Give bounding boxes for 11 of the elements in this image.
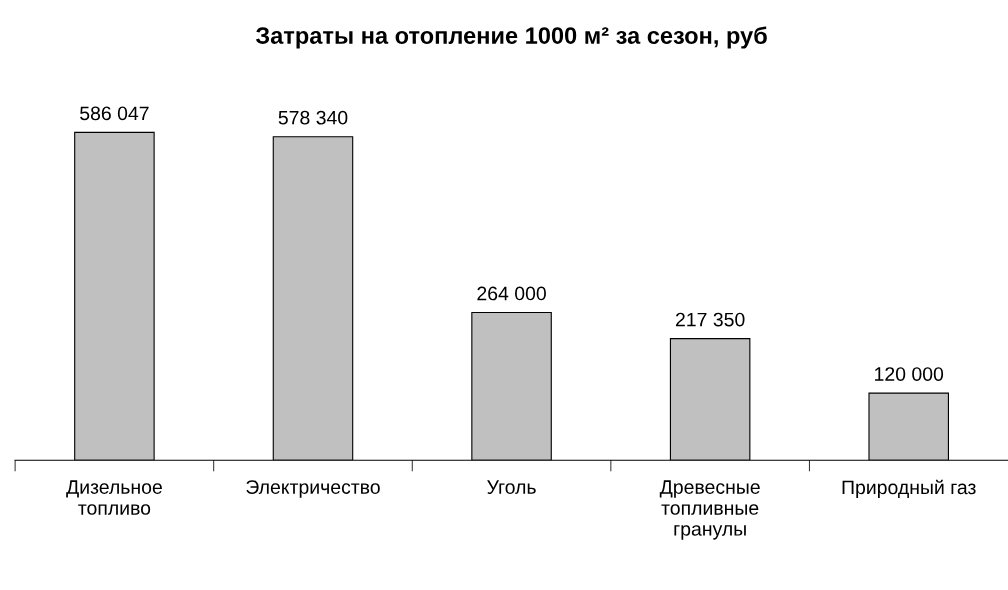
x-tick-label: Природный газ bbox=[842, 479, 976, 499]
data-label: 120 000 bbox=[875, 367, 944, 381]
x-tick-label: Уголь bbox=[487, 480, 536, 494]
data-label: 586 047 bbox=[80, 106, 149, 121]
chart-title: Затраты на отопление 1000 м² за сезон, руб bbox=[255, 26, 767, 49]
data-label: 578 340 bbox=[278, 110, 348, 125]
x-tick-label: Электричество bbox=[246, 480, 380, 498]
x-tick-label: Дизельное топливо bbox=[66, 480, 162, 515]
data-label: 217 350 bbox=[675, 312, 745, 327]
x-tick-label: Древесные топливные гранулы bbox=[659, 480, 760, 540]
data-label: 264 000 bbox=[477, 286, 546, 301]
